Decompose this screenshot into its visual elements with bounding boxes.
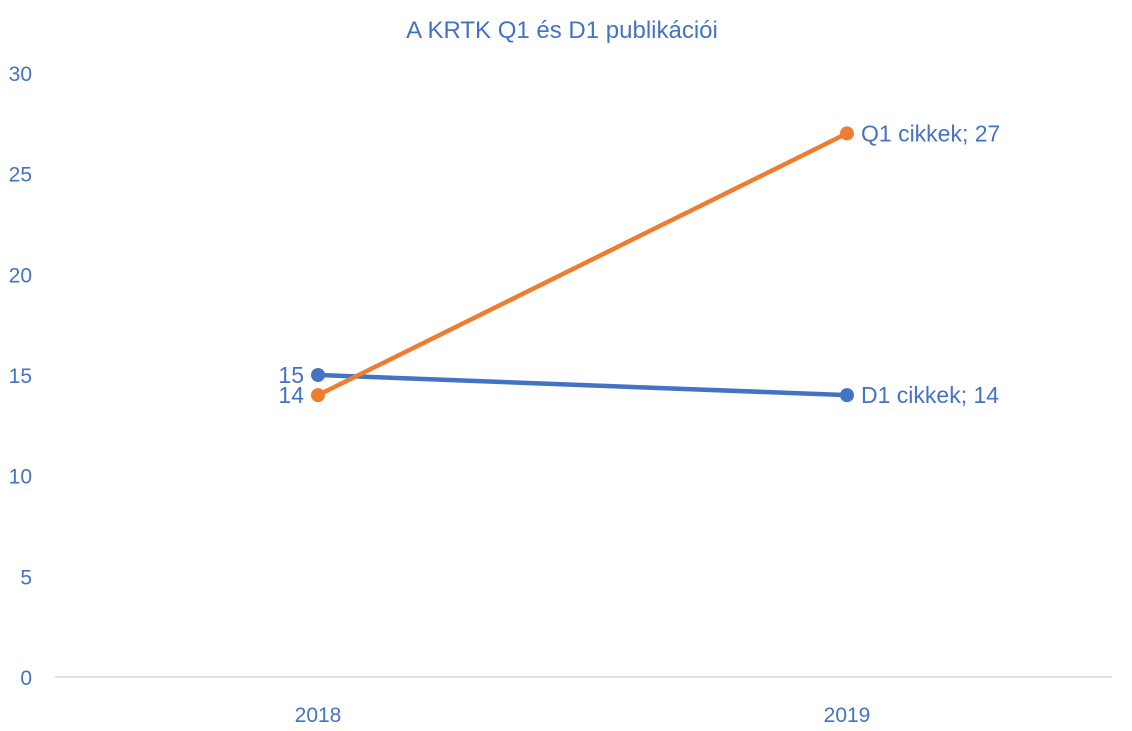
data-point — [311, 368, 325, 382]
data-point — [840, 388, 854, 403]
y-tick-label: 15 — [9, 365, 32, 388]
data-point — [840, 126, 854, 141]
y-tick-label: 0 — [20, 667, 32, 690]
x-tick-label: 2019 — [824, 704, 871, 727]
plot-area — [311, 126, 854, 403]
chart-title: A KRTK Q1 és D1 publikációi — [406, 17, 718, 44]
data-label: 14 — [278, 382, 304, 408]
data-label: Q1 cikkek; 27 — [861, 120, 1000, 146]
data-label: 15 — [278, 362, 304, 388]
y-tick-label: 5 — [20, 566, 32, 589]
series-line — [315, 372, 850, 398]
y-tick-label: 10 — [9, 466, 32, 489]
data-label: D1 cikkek; 14 — [861, 382, 999, 408]
y-axis: 0 5 10 15 20 25 30 — [9, 63, 32, 690]
x-tick-label: 2018 — [295, 704, 342, 727]
y-tick-label: 30 — [9, 63, 32, 86]
y-tick-label: 20 — [9, 264, 32, 287]
series-q1-cikkek — [311, 126, 854, 403]
data-labels: 15 D1 cikkek; 14 14 Q1 cikkek; 27 — [278, 120, 1000, 408]
x-axis: 2018 2019 — [55, 676, 1112, 727]
data-point — [311, 388, 325, 403]
series-d1-cikkek — [311, 368, 854, 403]
series-line — [315, 131, 850, 398]
y-tick-label: 25 — [9, 164, 32, 187]
